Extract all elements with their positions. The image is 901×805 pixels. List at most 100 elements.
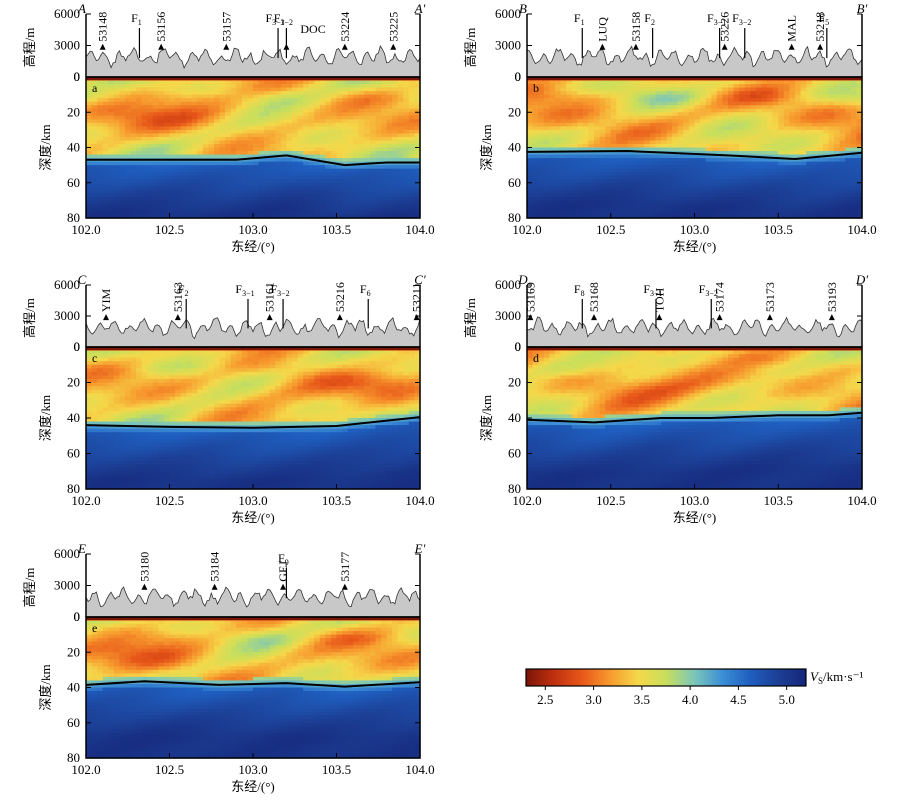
- velocity-cell: [303, 179, 310, 184]
- velocity-cell: [610, 80, 617, 85]
- velocity-cell: [839, 101, 846, 106]
- velocity-cell: [175, 179, 182, 184]
- velocity-cell: [342, 193, 349, 198]
- velocity-cell: [789, 101, 796, 106]
- velocity-cell: [733, 189, 740, 194]
- velocity-cell: [850, 210, 858, 216]
- velocity-cell: [761, 143, 768, 149]
- velocity-cell: [599, 105, 606, 110]
- velocity-cell: [297, 168, 304, 173]
- velocity-cell: [711, 203, 718, 209]
- velocity-cell: [850, 105, 858, 110]
- velocity-cell: [750, 115, 757, 120]
- velocity-cell: [688, 203, 696, 209]
- velocity-cell: [158, 91, 165, 96]
- velocity-cell: [152, 147, 159, 152]
- depth-tick-label: 80: [67, 210, 80, 225]
- velocity-cell: [308, 87, 315, 92]
- velocity-cell: [845, 200, 852, 205]
- velocity-cell: [638, 158, 645, 163]
- velocity-cell: [163, 210, 171, 216]
- velocity-cell: [225, 112, 232, 117]
- velocity-cell: [789, 154, 796, 159]
- velocity-cell: [102, 80, 109, 85]
- velocity-cell: [532, 182, 539, 187]
- velocity-cell: [202, 115, 210, 120]
- velocity-cell: [147, 147, 154, 152]
- velocity-cell: [247, 189, 254, 194]
- velocity-cell: [594, 207, 601, 212]
- velocity-cell: [683, 105, 690, 110]
- velocity-cell: [403, 182, 410, 187]
- velocity-cell: [208, 98, 215, 103]
- velocity-cell: [330, 165, 338, 170]
- velocity-cell: [683, 154, 690, 159]
- velocity-cell: [549, 175, 556, 180]
- velocity-cell: [688, 126, 696, 131]
- velocity-cell: [761, 193, 768, 198]
- velocity-cell: [202, 154, 210, 159]
- velocity-cell: [297, 98, 304, 103]
- velocity-cell: [655, 105, 662, 110]
- velocity-cell: [744, 214, 751, 219]
- velocity-cell: [342, 203, 349, 209]
- velocity-cell: [353, 200, 360, 205]
- velocity-cell: [230, 179, 237, 184]
- velocity-cell: [169, 115, 176, 120]
- velocity-cell: [369, 112, 377, 117]
- velocity-cell: [342, 80, 349, 85]
- velocity-cell: [543, 154, 550, 159]
- velocity-cell: [677, 175, 684, 180]
- velocity-cell: [347, 147, 354, 152]
- velocity-cell: [582, 133, 590, 138]
- velocity-cell: [330, 140, 338, 145]
- velocity-cell: [856, 108, 863, 113]
- velocity-cell: [783, 193, 791, 198]
- velocity-cell: [822, 119, 830, 124]
- velocity-cell: [577, 147, 584, 152]
- velocity-cell: [728, 115, 735, 120]
- velocity-cell: [381, 147, 388, 152]
- velocity-cell: [397, 94, 404, 99]
- velocity-cell: [330, 80, 338, 85]
- velocity-cell: [672, 98, 679, 103]
- velocity-cell: [767, 172, 774, 177]
- velocity-cell: [336, 119, 343, 124]
- velocity-cell: [130, 94, 137, 99]
- velocity-cell: [582, 207, 590, 212]
- velocity-cell: [392, 133, 399, 138]
- velocity-cell: [755, 101, 763, 106]
- velocity-cell: [828, 200, 835, 205]
- velocity-cell: [414, 98, 421, 103]
- velocity-cell: [716, 179, 724, 184]
- station-label: 53226: [718, 12, 732, 42]
- velocity-cell: [253, 119, 260, 124]
- velocity-cell: [705, 165, 712, 170]
- velocity-cell: [303, 126, 310, 131]
- velocity-cell: [236, 143, 243, 149]
- velocity-cell: [560, 115, 567, 120]
- velocity-cell: [839, 136, 846, 142]
- velocity-cell: [554, 214, 562, 219]
- velocity-cell: [688, 80, 696, 85]
- velocity-cell: [549, 143, 556, 149]
- velocity-cell: [319, 203, 326, 209]
- velocity-cell: [672, 94, 679, 99]
- velocity-cell: [86, 115, 93, 120]
- velocity-cell: [414, 108, 421, 113]
- velocity-cell: [700, 158, 707, 163]
- velocity-cell: [336, 203, 343, 209]
- velocity-cell: [845, 193, 852, 198]
- velocity-cell: [527, 112, 534, 117]
- velocity-cell: [258, 189, 265, 194]
- velocity-cell: [91, 382, 98, 387]
- velocity-cell: [102, 154, 109, 159]
- velocity-cell: [571, 179, 578, 184]
- velocity-cell: [688, 84, 696, 89]
- velocity-cell: [353, 189, 360, 194]
- velocity-cell: [364, 200, 371, 205]
- velocity-cell: [97, 207, 104, 212]
- velocity-cell: [845, 214, 852, 219]
- velocity-cell: [582, 98, 590, 103]
